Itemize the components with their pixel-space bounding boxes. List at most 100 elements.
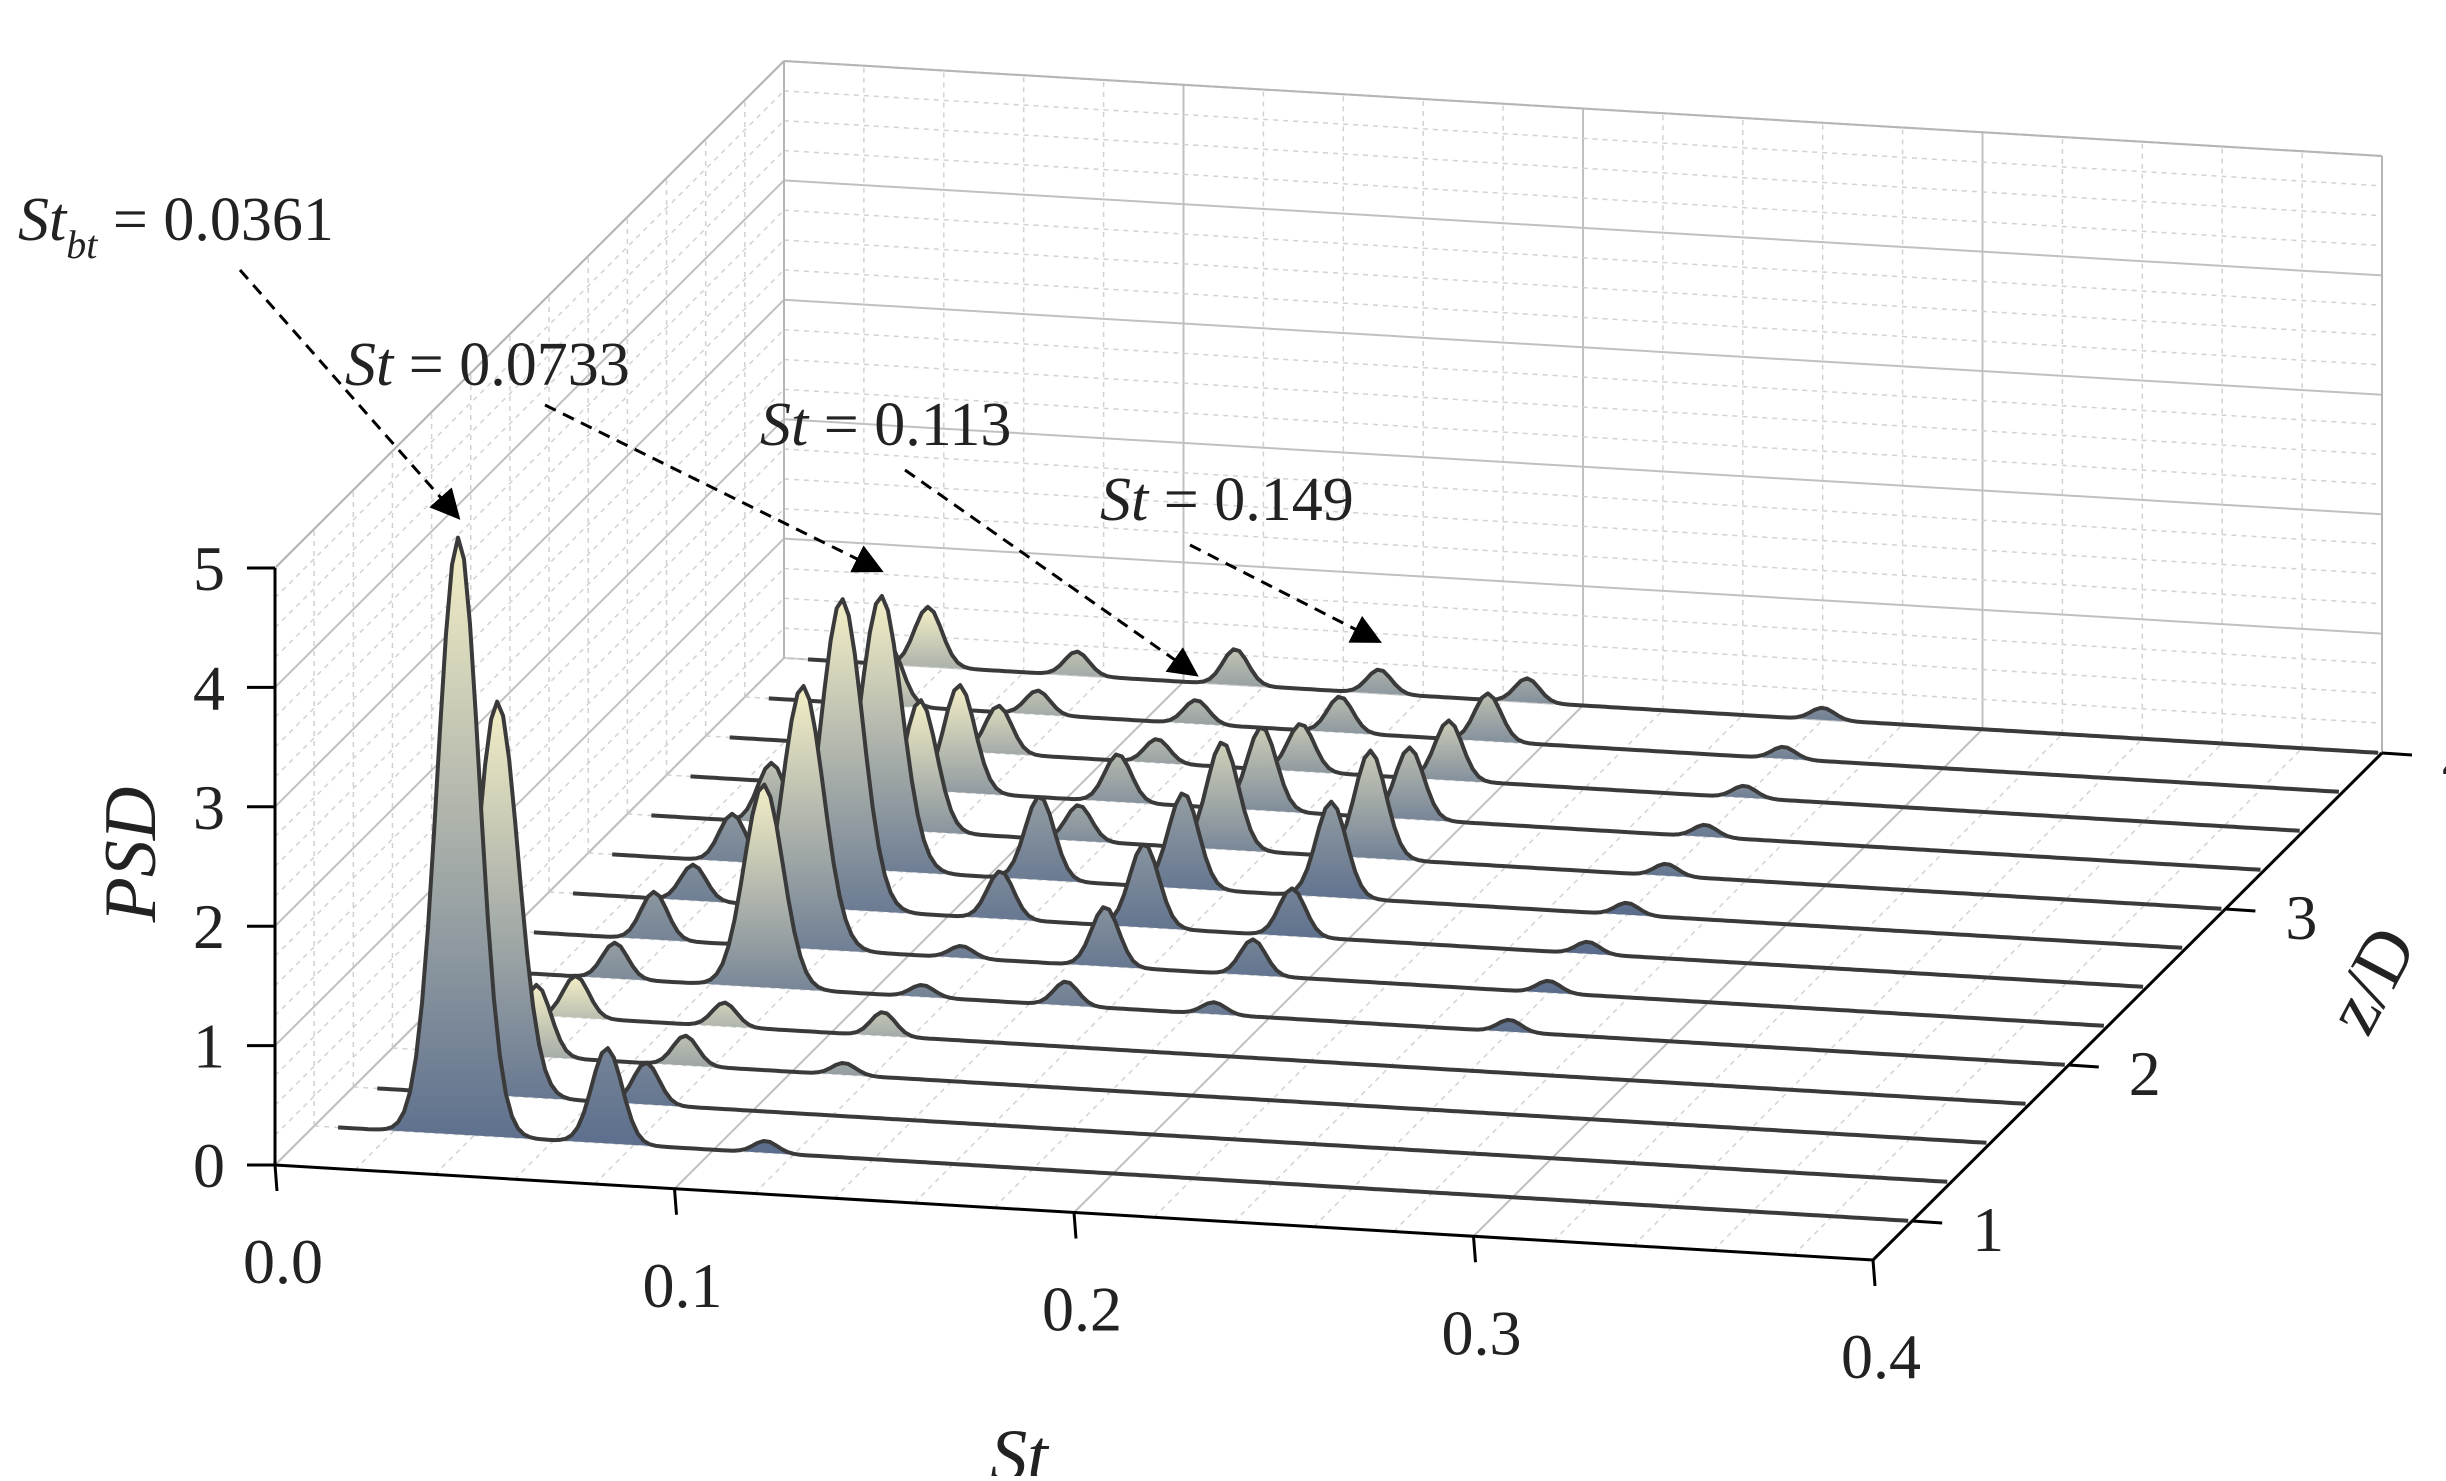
- series-ribbon: [651, 698, 2226, 911]
- side-wall-gridline: [274, 299, 785, 808]
- z-tick: [2068, 1063, 2099, 1069]
- back-wall-gridline: [783, 119, 2383, 217]
- side-wall-gridline: [274, 329, 785, 838]
- side-wall-gridline: [274, 179, 785, 689]
- back-wall-gridline: [783, 597, 2383, 695]
- floor-gridline: [1393, 723, 1904, 1233]
- floor-gridline: [1792, 747, 2303, 1256]
- floor-gridline: [274, 657, 785, 1166]
- side-wall-gridline: [274, 418, 785, 927]
- series-layer: [337, 535, 2382, 1223]
- side-wall-gridline: [274, 150, 785, 659]
- series-ribbon: [572, 597, 2148, 989]
- back-wall-gridline: [783, 388, 2383, 486]
- annotation-arrow: [544, 403, 884, 573]
- floor-gridline: [1632, 738, 2143, 1247]
- annotation-arrow: [1189, 543, 1382, 643]
- y-tick-label: 2: [193, 891, 225, 962]
- x-tick-label: 0.3: [1442, 1297, 1522, 1368]
- back-wall-gridline: [783, 90, 2383, 187]
- x-tick-label: 0.4: [1841, 1321, 1921, 1392]
- floor-gridline: [1712, 742, 2223, 1252]
- back-wall-gridline: [783, 478, 2383, 575]
- side-wall-gridline: [274, 209, 785, 718]
- floor-gridline: [673, 681, 1185, 1190]
- z-tick-label: 4: [2442, 726, 2446, 797]
- y-tick-label: 1: [193, 1011, 225, 1082]
- side-wall-gridline: [274, 358, 785, 868]
- series-line: [768, 643, 2340, 794]
- z-tick-label: 3: [2285, 882, 2317, 953]
- series-ribbon: [533, 684, 2108, 1028]
- x-tick: [673, 1188, 678, 1215]
- side-wall-gridline: [274, 537, 785, 1047]
- back-wall-gridline: [783, 328, 2383, 426]
- z-tick: [2381, 751, 2413, 757]
- annotation-label: St = 0.0733: [345, 331, 630, 399]
- x-tick: [273, 1164, 279, 1192]
- series-line: [533, 684, 2105, 1028]
- series-ribbon: [807, 604, 2382, 755]
- x-tick: [1871, 1259, 1877, 1287]
- side-wall-gridline: [274, 239, 785, 748]
- z-axis-title: z/D: [2310, 914, 2433, 1047]
- wall-border: [274, 60, 785, 569]
- series-ribbon: [612, 594, 2187, 950]
- series-line: [807, 604, 2379, 755]
- grid-layer: [274, 60, 2383, 1261]
- z-tick: [2225, 907, 2256, 913]
- back-wall-gridline: [783, 358, 2383, 456]
- series-line: [494, 782, 2065, 1067]
- back-wall-gridline: [783, 209, 2383, 306]
- series-line: [455, 973, 2026, 1106]
- y-tick-label: 3: [193, 772, 225, 843]
- annotation-label: St = 0.149: [1100, 466, 1354, 534]
- back-wall-gridline: [783, 269, 2383, 366]
- series-line: [729, 682, 2300, 833]
- back-wall-gridline: [783, 418, 2383, 516]
- annotation-arrow: [238, 269, 461, 520]
- z-axis-line: [1871, 751, 2384, 1262]
- series-line: [572, 597, 2144, 989]
- series-ribbon: [455, 973, 2030, 1106]
- back-wall-gridline: [783, 567, 2383, 665]
- back-wall-gridline: [783, 627, 2383, 724]
- z-tick-label: 1: [1972, 1194, 2004, 1265]
- series-line: [377, 699, 1948, 1184]
- y-axis-title: PSD: [90, 787, 172, 924]
- back-wall-gridline: [783, 149, 2383, 247]
- annotation: St = 0.0733: [345, 331, 884, 573]
- z-tick-label: 2: [2129, 1038, 2161, 1109]
- series-ribbon: [690, 683, 2265, 872]
- series-ribbon: [494, 782, 2069, 1067]
- floor-gridline: [1073, 704, 1584, 1214]
- back-wall-gridline: [783, 448, 2383, 545]
- y-tick-label: 5: [193, 533, 225, 604]
- x-axis-title: St: [990, 1416, 1050, 1477]
- y-tick-label: 4: [193, 652, 225, 723]
- annotation: Stbt = 0.0361: [18, 186, 461, 520]
- series-ribbon: [337, 535, 1913, 1223]
- x-tick: [1072, 1212, 1078, 1239]
- axes-layer: [247, 566, 2413, 1287]
- z-tick: [1912, 1219, 1943, 1225]
- floor-gridline: [1233, 714, 1744, 1223]
- back-wall-gridline: [783, 508, 2383, 605]
- x-tick-label: 0.1: [643, 1250, 723, 1321]
- x-tick-label: 0.2: [1042, 1274, 1122, 1345]
- series-line: [337, 535, 1909, 1223]
- back-wall-gridline: [783, 239, 2383, 336]
- wall-border: [783, 60, 2383, 157]
- x-tick: [1472, 1236, 1477, 1263]
- side-wall-gridline: [274, 478, 785, 987]
- back-wall-gridline: [783, 537, 2383, 635]
- floor-gridline: [1552, 733, 2063, 1242]
- annotation-label: Stbt = 0.0361: [18, 186, 334, 267]
- series-line: [690, 683, 2261, 872]
- series-ribbon: [416, 982, 1991, 1145]
- back-wall-gridline: [783, 179, 2383, 277]
- x-tick-label: 0.0: [243, 1226, 323, 1297]
